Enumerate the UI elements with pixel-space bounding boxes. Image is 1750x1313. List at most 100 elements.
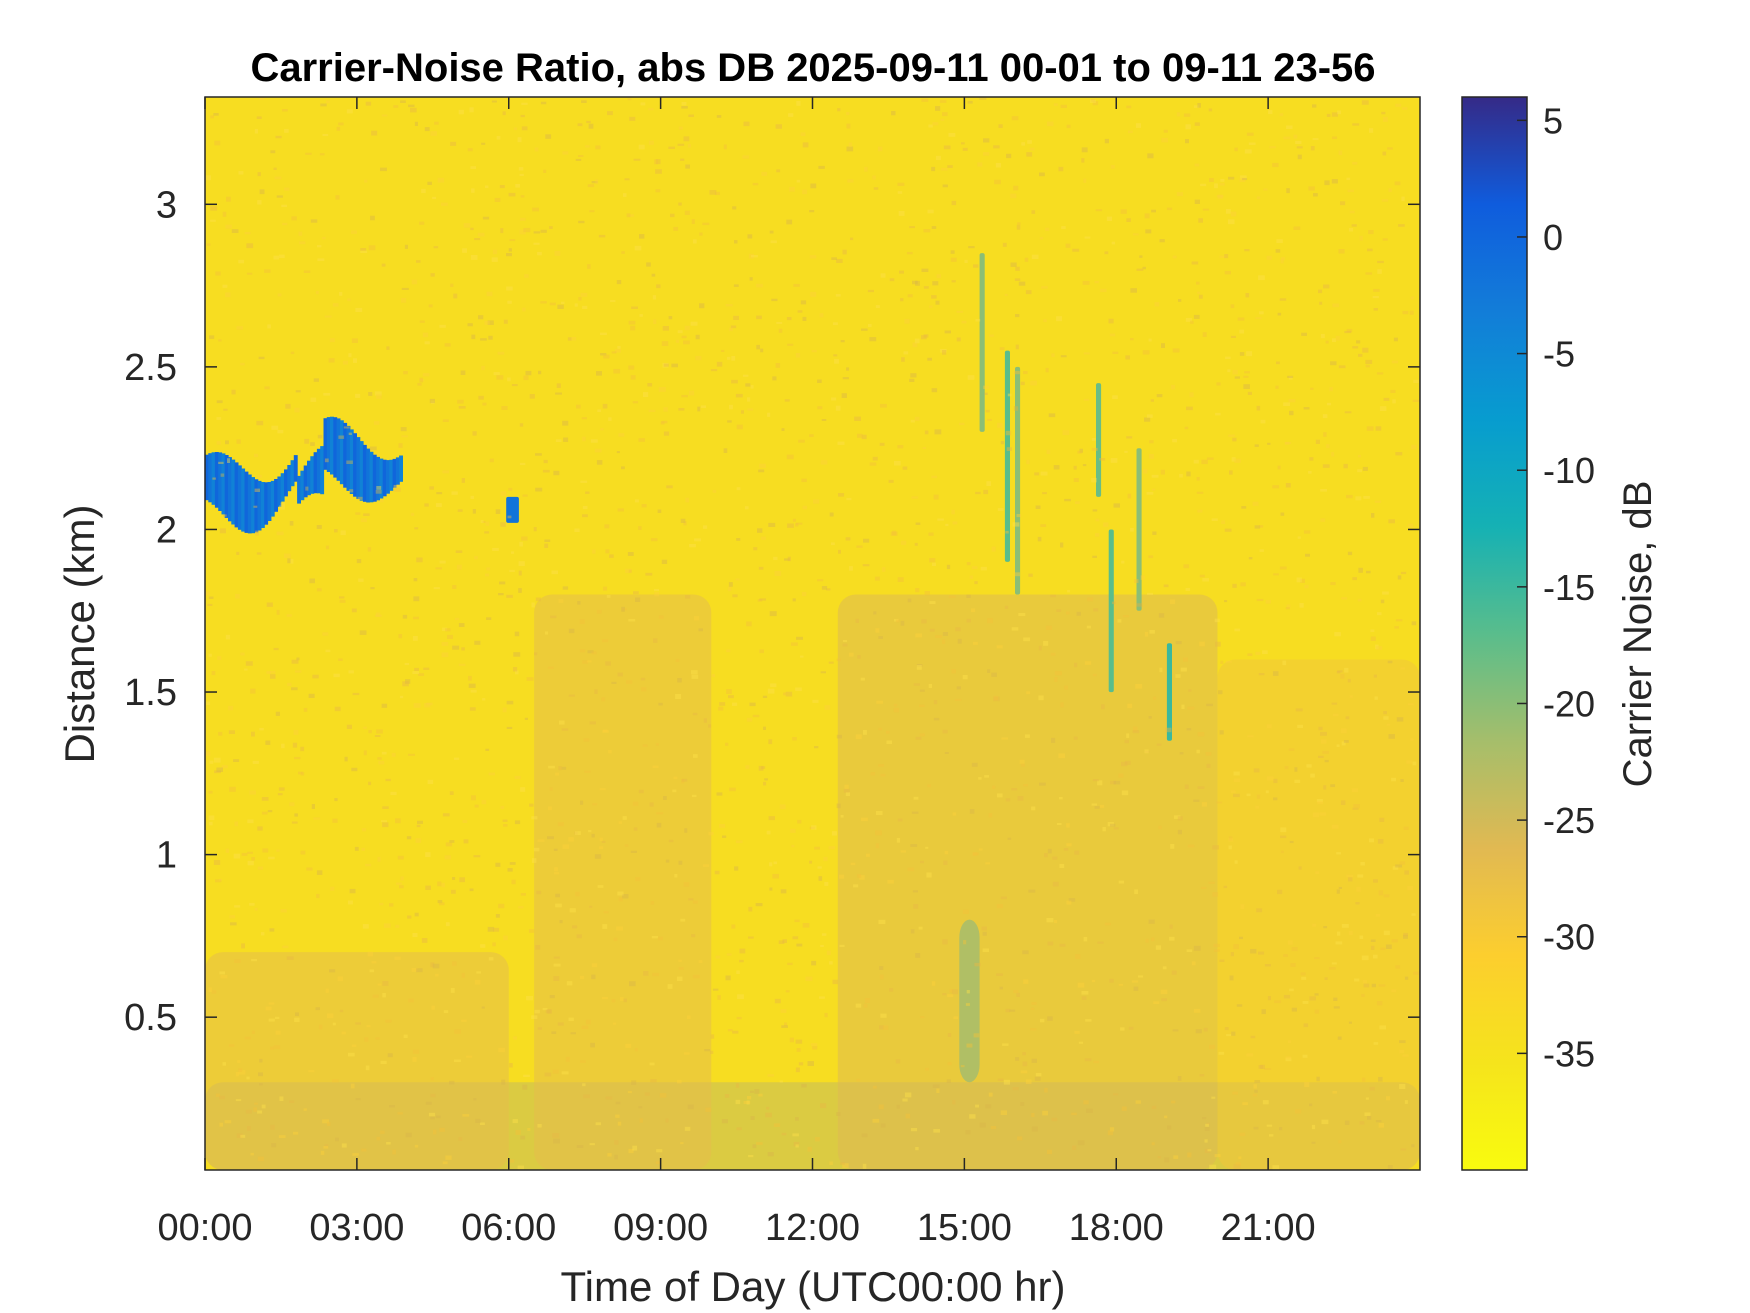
noise-speck <box>921 268 929 272</box>
noise-speck <box>598 234 606 238</box>
noise-speck <box>890 531 898 536</box>
noise-speck <box>680 918 686 922</box>
noise-speck <box>801 478 807 483</box>
streak <box>979 253 985 432</box>
noise-speck <box>864 998 870 1003</box>
noise-speck <box>533 847 540 852</box>
noise-speck <box>1344 1120 1350 1125</box>
noise-speck <box>267 810 273 813</box>
noise-speck <box>1234 628 1241 632</box>
noise-speck <box>1375 426 1382 431</box>
noise-speck <box>529 803 534 807</box>
noise-speck <box>994 179 1001 185</box>
noise-speck <box>1188 689 1192 692</box>
noise-speck <box>1362 980 1367 984</box>
noise-speck <box>381 751 387 755</box>
noise-speck <box>773 1123 781 1127</box>
noise-speck <box>1077 1140 1085 1146</box>
noise-speck <box>439 324 446 328</box>
noise-speck <box>678 202 682 206</box>
noise-speck <box>1267 996 1271 1001</box>
noise-speck <box>545 1009 551 1014</box>
noise-speck <box>1229 975 1234 981</box>
noise-speck <box>1312 138 1319 141</box>
noise-speck <box>836 734 842 739</box>
noise-speck <box>1365 272 1373 275</box>
noise-speck <box>826 950 831 956</box>
noise-speck <box>997 422 1003 428</box>
noise-speck <box>413 616 419 620</box>
noise-speck <box>523 227 531 233</box>
noise-speck <box>915 1147 919 1151</box>
noise-speck <box>641 504 647 508</box>
noise-speck <box>985 862 990 865</box>
noise-speck <box>1142 350 1150 355</box>
noise-speck <box>1121 761 1128 767</box>
cloud-layer-cell <box>353 433 357 497</box>
noise-speck <box>1250 1035 1256 1039</box>
noise-speck <box>365 101 372 106</box>
noise-speck <box>210 115 214 119</box>
noise-speck <box>445 922 450 927</box>
noise-speck <box>1312 104 1317 108</box>
noise-speck <box>931 226 937 229</box>
noise-speck <box>1319 812 1327 816</box>
noise-speck <box>896 837 901 843</box>
noise-speck <box>478 315 484 320</box>
cloud-layer-cell <box>307 460 311 496</box>
noise-speck <box>697 406 701 412</box>
noise-speck <box>927 357 932 361</box>
noise-speck <box>417 820 423 824</box>
noise-speck <box>1073 478 1079 482</box>
noise-speck <box>817 579 824 582</box>
noise-speck <box>222 211 227 217</box>
noise-speck <box>1259 549 1264 552</box>
x-tick-label: 18:00 <box>1069 1207 1164 1249</box>
noise-speck <box>694 538 701 542</box>
noise-speck <box>1346 494 1353 499</box>
noise-speck <box>320 103 327 107</box>
noise-speck <box>948 595 956 598</box>
noise-speck <box>801 592 807 597</box>
noise-speck <box>987 669 991 673</box>
noise-speck <box>914 416 920 422</box>
noise-speck <box>1297 724 1303 728</box>
noise-speck <box>617 345 621 349</box>
noise-speck <box>928 124 933 128</box>
noise-speck <box>270 1046 274 1050</box>
noise-speck <box>1169 924 1173 929</box>
noise-speck <box>789 186 795 192</box>
noise-speck <box>850 237 854 241</box>
noise-speck <box>426 702 433 706</box>
noise-speck <box>732 206 737 210</box>
noise-speck <box>391 752 396 757</box>
noise-speck <box>628 618 636 622</box>
noise-speck <box>1126 105 1132 109</box>
noise-speck <box>1239 352 1245 356</box>
noise-speck <box>1378 1076 1383 1082</box>
noise-speck <box>812 1046 818 1050</box>
noise-speck <box>462 820 468 823</box>
noise-speck <box>809 826 815 830</box>
noise-speck <box>229 915 235 919</box>
noise-speck <box>1072 1145 1077 1150</box>
noise-speck <box>1215 641 1221 647</box>
noise-speck <box>1066 843 1072 847</box>
noise-speck <box>1399 861 1406 865</box>
noise-speck <box>351 1044 357 1047</box>
noise-speck <box>1004 293 1008 296</box>
noise-speck <box>633 827 638 831</box>
noise-speck <box>1294 779 1301 783</box>
noise-speck <box>824 881 829 886</box>
noise-speck <box>1382 238 1388 241</box>
noise-speck <box>290 351 295 355</box>
noise-speck <box>1332 303 1340 308</box>
noise-speck <box>480 944 486 948</box>
noise-speck <box>277 293 282 297</box>
noise-speck <box>1002 1043 1009 1046</box>
noise-speck <box>760 536 766 540</box>
noise-speck <box>355 512 361 515</box>
noise-speck <box>721 1119 728 1124</box>
cloud-layer-cell <box>270 480 275 517</box>
noise-speck <box>218 461 224 464</box>
